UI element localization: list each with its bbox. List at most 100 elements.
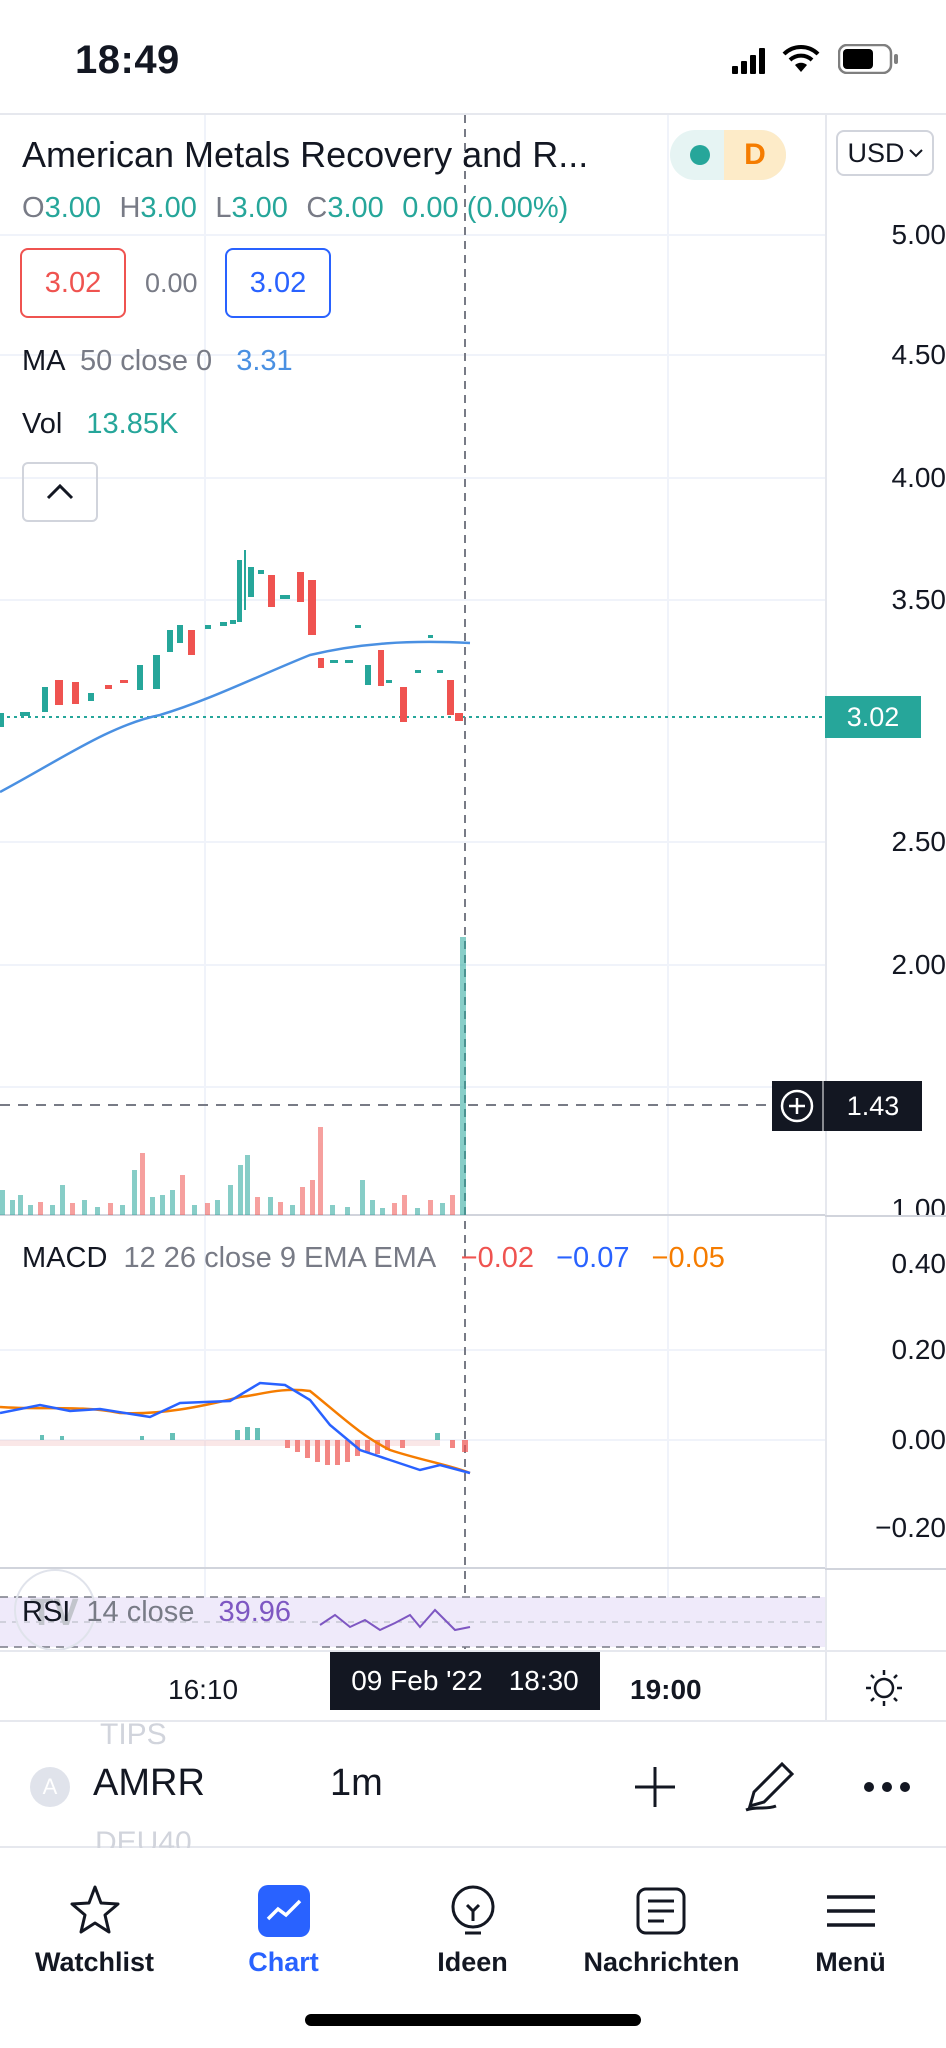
time-axis-label: 19:00: [630, 1674, 702, 1705]
macd-histogram-value: −0.02: [460, 1242, 535, 1274]
crosshair-time-badge: 09 Feb '22 18:30: [330, 1652, 600, 1710]
tab-menu[interactable]: Menü: [756, 1868, 945, 1978]
price-axis-label: 4.00: [891, 462, 946, 493]
ma-params: 50 close 0: [79, 345, 213, 377]
tab-label: Menü: [815, 1947, 886, 1977]
price-axis-label: 2.00: [891, 949, 946, 980]
macd-axis-label: 0.00: [891, 1424, 946, 1455]
cellular-signal-icon: [732, 48, 765, 74]
tab-watchlist[interactable]: Watchlist: [0, 1868, 189, 1978]
add-indicator-icon[interactable]: [632, 1764, 678, 1810]
vol-legend[interactable]: Vol 13.85K: [22, 408, 178, 441]
tab-label: Ideen: [437, 1947, 508, 1977]
rsi-line: [319, 1608, 471, 1632]
macd-legend[interactable]: MACD 12 26 close 9 EMA EMA −0.02 −0.07 −…: [22, 1242, 725, 1275]
currency-label: USD: [847, 137, 905, 168]
price-axis-label: 4.50: [891, 339, 946, 370]
price-axis-label: 5.00: [891, 219, 946, 250]
high-value: 3.00: [140, 192, 197, 224]
current-price-tag: 3.02: [825, 696, 921, 738]
time-axis-label: 16:10: [168, 1674, 239, 1705]
chart-icon: [257, 1885, 310, 1937]
spread-value: 0.00: [145, 268, 198, 298]
tab-label: Nachrichten: [583, 1947, 740, 1977]
macd-line: [0, 1381, 471, 1475]
price-axis-label: 3.50: [891, 584, 946, 615]
drawing-pen-icon[interactable]: [742, 1758, 798, 1814]
vol-value: 13.85K: [86, 408, 179, 440]
ma-value: 3.31: [236, 345, 293, 377]
buy-button[interactable]: 3.02: [225, 248, 331, 318]
market-open-dot: [690, 145, 710, 165]
crosshair-time: 18:30: [508, 1665, 579, 1696]
ghost-symbol: DEU40: [95, 1826, 192, 1848]
tradingview-logo-icon: TV: [30, 1592, 79, 1634]
macd-value: −0.07: [556, 1242, 630, 1274]
market-status-badge[interactable]: D: [670, 130, 786, 180]
currency-select[interactable]: USD: [836, 130, 934, 176]
macd-axis-label: −0.20: [875, 1512, 946, 1543]
wifi-icon: [782, 44, 820, 72]
status-bar: 18:49: [0, 0, 946, 115]
change-value: 0.00 (0.00%): [402, 192, 569, 224]
tab-chart[interactable]: Chart: [189, 1868, 378, 1978]
news-icon: [636, 1887, 685, 1935]
price-axis-label: 2.50: [891, 826, 946, 857]
symbol-title[interactable]: American Metals Recovery and R...: [22, 134, 589, 175]
sell-button[interactable]: 3.02: [20, 248, 126, 318]
crosshair-price-tag[interactable]: 1.43: [772, 1081, 922, 1131]
close-label: C: [306, 192, 328, 224]
high-label: H: [119, 192, 141, 224]
interval-badge: D: [724, 130, 786, 180]
status-time: 18:49: [75, 38, 180, 82]
low-label: L: [215, 192, 232, 224]
macd-signal-value: −0.05: [651, 1242, 725, 1274]
symbol-avatar: A: [30, 1767, 70, 1807]
settings-sun-icon[interactable]: [864, 1668, 904, 1708]
pane-divider: [825, 1215, 946, 1217]
more-options-icon[interactable]: [862, 1780, 912, 1794]
volume-bars: [0, 937, 466, 1215]
macd-params: 12 26 close 9 EMA EMA: [123, 1242, 435, 1274]
bottom-tab-bar: Watchlist Chart Ideen Nachrichten Me: [0, 1848, 946, 2048]
divider: [825, 1652, 827, 1722]
rsi-legend[interactable]: RSI 14 close 39.96: [22, 1596, 291, 1629]
battery-icon: [838, 44, 898, 74]
macd-label: MACD: [22, 1242, 108, 1274]
rsi-label: RSI: [22, 1596, 71, 1628]
hamburger-icon: [826, 1895, 875, 1927]
low-value: 3.00: [231, 192, 288, 224]
close-value: 3.00: [327, 192, 384, 224]
rsi-params: 14 close: [86, 1596, 195, 1628]
vol-label: Vol: [22, 408, 63, 440]
divider: [0, 113, 946, 115]
tab-label: Watchlist: [34, 1947, 154, 1977]
macd-axis-label: 0.20: [891, 1334, 946, 1365]
chart-canvas[interactable]: TV: [0, 115, 825, 1650]
home-indicator: [305, 2014, 641, 2026]
chevron-down-icon: [908, 149, 923, 158]
ohlc-row: O3.00 H3.00 L3.00 C3.00 0.00 (0.00%): [22, 192, 568, 225]
tab-nachrichten[interactable]: Nachrichten: [567, 1868, 756, 1978]
symbol-toolbar: TIPS DEU40 A AMRR 1m: [0, 1718, 946, 1848]
rsi-value: 39.96: [218, 1596, 292, 1628]
lightbulb-icon: [451, 1885, 494, 1935]
symbol-ticker-button[interactable]: AMRR: [93, 1762, 205, 1804]
add-alert-icon[interactable]: [772, 1081, 822, 1131]
time-axis[interactable]: 16:10 19:00: [0, 1650, 946, 1722]
ma-line: [0, 640, 471, 794]
star-icon: [70, 1885, 119, 1934]
macd-axis-label: 0.40: [891, 1248, 946, 1279]
interval-button[interactable]: 1m: [330, 1762, 383, 1804]
price-axis[interactable]: 5.00 4.50 4.00 3.50 2.50 2.00 1.00 0.40 …: [825, 115, 946, 1720]
macd-histogram: [0, 1427, 468, 1465]
pane-divider: [825, 1568, 946, 1570]
candles: [0, 550, 463, 727]
chevron-up-icon: [46, 483, 74, 500]
ma-label: MA: [22, 345, 64, 377]
collapse-legend-button[interactable]: [22, 462, 98, 522]
open-label: O: [22, 192, 45, 224]
ma-legend[interactable]: MA 50 close 0 3.31: [22, 345, 293, 378]
tab-ideen[interactable]: Ideen: [378, 1868, 567, 1978]
crosshair-price-value: 1.43: [846, 1090, 900, 1121]
